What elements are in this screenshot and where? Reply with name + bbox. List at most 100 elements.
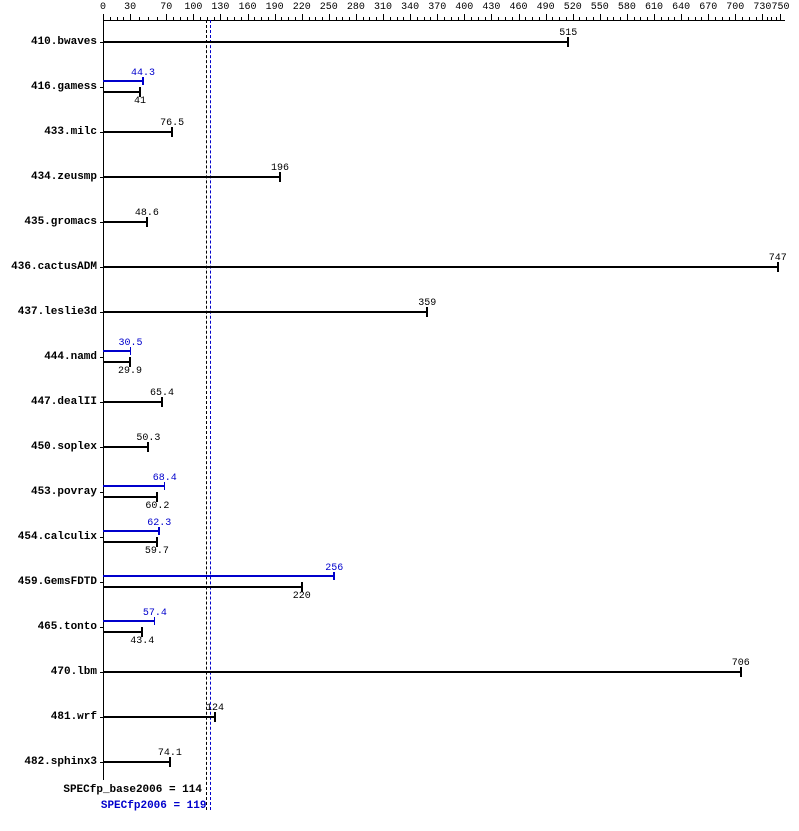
base-bar (103, 716, 215, 718)
axis-minor-tick (173, 17, 174, 20)
axis-tick-label: 460 (510, 2, 528, 13)
axis-minor-tick (512, 17, 513, 20)
peak-value-label: 68.4 (153, 473, 177, 484)
axis-minor-tick (376, 17, 377, 20)
benchmark-label: 481.wrf (0, 711, 97, 723)
axis-tick-label: 70 (160, 2, 172, 13)
axis-minor-tick (749, 17, 750, 20)
base-bar (103, 586, 302, 588)
axis-minor-tick (640, 17, 641, 20)
axis-major-tick (464, 14, 465, 20)
axis-minor-tick (207, 17, 208, 20)
axis-major-tick (762, 14, 763, 20)
benchmark-label: 435.gromacs (0, 216, 97, 228)
base-value-label: 515 (559, 28, 577, 39)
base-value-label: 76.5 (160, 118, 184, 129)
axis-tick-label: 160 (239, 2, 257, 13)
benchmark-label: 453.povray (0, 486, 97, 498)
axis-minor-tick (776, 17, 777, 20)
base-bar (103, 446, 148, 448)
axis-vertical-line (103, 20, 104, 780)
axis-major-tick (780, 14, 781, 20)
axis-tick-label: 130 (211, 2, 229, 13)
axis-minor-tick (363, 17, 364, 20)
base-value-label: 29.9 (118, 366, 142, 377)
axis-major-tick (275, 14, 276, 20)
axis-minor-tick (485, 17, 486, 20)
axis-minor-tick (620, 17, 621, 20)
axis-minor-tick (288, 17, 289, 20)
axis-minor-tick (390, 17, 391, 20)
axis-tick-label: 250 (320, 2, 338, 13)
axis-minor-tick (315, 17, 316, 20)
axis-tick-label: 310 (374, 2, 392, 13)
benchmark-label: 436.cactusADM (0, 261, 97, 273)
axis-minor-tick (552, 17, 553, 20)
axis-tick-label: 490 (537, 2, 555, 13)
axis-minor-tick (254, 17, 255, 20)
axis-major-tick (519, 14, 520, 20)
axis-minor-tick (674, 17, 675, 20)
axis-minor-tick (539, 17, 540, 20)
axis-minor-tick (261, 17, 262, 20)
row-tick (100, 492, 103, 493)
axis-minor-tick (157, 17, 158, 20)
axis-tick-label: 750 (771, 2, 789, 13)
axis-minor-tick (756, 17, 757, 20)
axis-minor-tick (403, 17, 404, 20)
axis-major-tick (130, 14, 131, 20)
base-reference-line (206, 20, 207, 810)
peak-value-label: 44.3 (131, 68, 155, 79)
axis-minor-tick (579, 17, 580, 20)
axis-major-tick (166, 14, 167, 20)
axis-major-tick (708, 14, 709, 20)
row-tick (100, 582, 103, 583)
peak-summary-label: SPECfp2006 = 119 (0, 800, 206, 812)
peak-bar (103, 575, 334, 577)
peak-bar (103, 350, 131, 352)
axis-minor-tick (417, 17, 418, 20)
axis-minor-tick (505, 17, 506, 20)
axis-tick-label: 280 (347, 2, 365, 13)
base-bar (103, 131, 172, 133)
axis-minor-tick (241, 17, 242, 20)
benchmark-label: 459.GemsFDTD (0, 576, 97, 588)
axis-minor-tick (139, 17, 140, 20)
base-value-label: 48.6 (135, 208, 159, 219)
axis-tick-label: 670 (699, 2, 717, 13)
axis-minor-tick (771, 17, 772, 20)
axis-major-tick (735, 14, 736, 20)
axis-tick-label: 100 (184, 2, 202, 13)
benchmark-label: 447.dealII (0, 396, 97, 408)
axis-tick-label: 370 (428, 2, 446, 13)
peak-bar (103, 620, 155, 622)
axis-minor-tick (117, 17, 118, 20)
axis-minor-tick (593, 17, 594, 20)
axis-minor-tick (742, 17, 743, 20)
axis-major-tick (573, 14, 574, 20)
base-bar (103, 401, 162, 403)
row-tick (100, 87, 103, 88)
axis-major-tick (491, 14, 492, 20)
peak-value-label: 62.3 (147, 518, 171, 529)
axis-minor-tick (309, 17, 310, 20)
base-value-label: 747 (769, 253, 787, 264)
axis-minor-tick (430, 17, 431, 20)
base-bar (103, 176, 280, 178)
peak-reference-line (210, 20, 211, 810)
axis-major-tick (193, 14, 194, 20)
axis-minor-tick (458, 17, 459, 20)
axis-major-tick (600, 14, 601, 20)
axis-tick-label: 0 (100, 2, 106, 13)
axis-minor-tick (295, 17, 296, 20)
axis-tick-label: 190 (266, 2, 284, 13)
benchmark-label: 482.sphinx3 (0, 756, 97, 768)
axis-major-tick (437, 14, 438, 20)
axis-tick-label: 340 (401, 2, 419, 13)
axis-minor-tick (268, 17, 269, 20)
axis-minor-tick (661, 17, 662, 20)
peak-bar (103, 80, 143, 82)
axis-tick-label: 550 (591, 2, 609, 13)
row-tick (100, 357, 103, 358)
base-summary-label: SPECfp_base2006 = 114 (0, 784, 202, 796)
